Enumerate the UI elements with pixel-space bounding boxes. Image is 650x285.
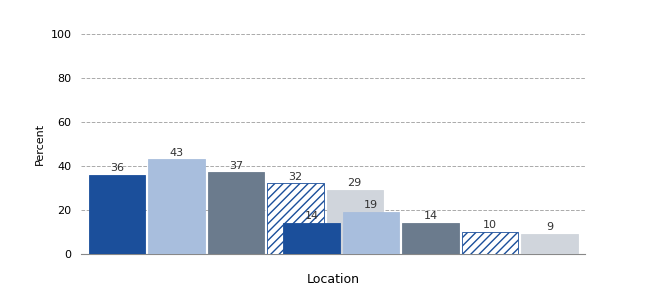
Bar [283, 223, 340, 254]
Text: 10: 10 [483, 220, 497, 230]
Text: 43: 43 [169, 148, 183, 158]
Bar [148, 159, 205, 254]
Bar [88, 175, 145, 254]
Text: 29: 29 [348, 178, 362, 188]
Bar [521, 234, 578, 254]
Y-axis label: Percent: Percent [35, 123, 45, 165]
Bar [402, 223, 459, 254]
Text: 37: 37 [229, 161, 243, 171]
Text: 14: 14 [423, 211, 437, 221]
Text: 9: 9 [546, 222, 553, 232]
Text: 32: 32 [288, 172, 302, 182]
Bar [267, 184, 324, 254]
Bar [207, 172, 264, 254]
Text: 19: 19 [364, 200, 378, 210]
Text: 14: 14 [304, 211, 318, 221]
Text: 36: 36 [110, 163, 124, 173]
Bar [462, 232, 518, 254]
X-axis label: Location: Location [307, 273, 359, 285]
Bar [326, 190, 383, 254]
Bar [343, 212, 399, 254]
